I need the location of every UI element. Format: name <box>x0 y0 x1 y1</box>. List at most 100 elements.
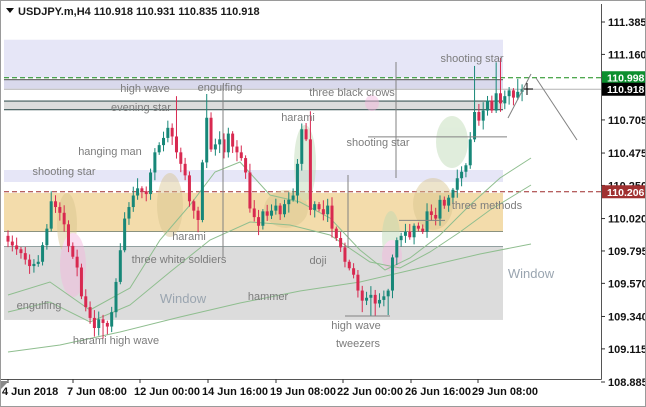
candle-body <box>321 209 325 215</box>
candle <box>140 186 144 199</box>
candle-body <box>265 211 269 216</box>
candle-body <box>360 290 364 301</box>
pattern-label: Window <box>508 266 555 281</box>
candle-body <box>343 247 347 262</box>
candle <box>28 254 32 274</box>
candle-body <box>144 191 148 195</box>
candle-body <box>6 235 10 242</box>
chart-dropdown-icon <box>6 8 14 13</box>
candle <box>360 285 364 313</box>
price-badge-bg <box>602 71 646 85</box>
candle-body <box>447 197 451 206</box>
candle <box>304 123 308 142</box>
candle <box>356 269 360 298</box>
price-badge-label: 110.998 <box>607 73 645 85</box>
candle <box>235 140 239 162</box>
candle <box>412 223 416 245</box>
price-badge-label: 110.918 <box>607 84 645 96</box>
price-tick-label: 109.795 <box>608 246 646 258</box>
candle <box>205 94 209 169</box>
candle-body <box>231 133 235 147</box>
pattern-label: high wave <box>331 320 381 332</box>
candle-body <box>334 228 338 238</box>
candle-body <box>41 245 45 262</box>
candle-body <box>136 188 140 196</box>
candle-body <box>153 152 157 173</box>
candle-body <box>28 259 32 267</box>
price-tick-label: 110.705 <box>608 115 646 127</box>
candle-body <box>162 137 166 146</box>
candle <box>200 159 204 223</box>
time-tick-label: 12 Jun 00:00 <box>134 386 200 398</box>
candle <box>213 138 217 156</box>
candle-body <box>248 172 252 209</box>
pattern-label: three black crows <box>309 87 395 99</box>
candle <box>399 232 403 247</box>
candle <box>231 131 235 153</box>
time-tick-label: 4 Jun 2018 <box>2 386 58 398</box>
candle <box>511 88 515 106</box>
candle-body <box>308 139 312 210</box>
candle <box>516 78 520 100</box>
candle-body <box>373 294 377 304</box>
time-tick-label: 22 Jun 00:00 <box>337 386 403 398</box>
forecast-up-line <box>507 73 532 119</box>
candle <box>187 171 191 207</box>
candle <box>326 198 330 222</box>
candle-body <box>486 100 490 111</box>
candle <box>101 314 105 339</box>
candlestick-series <box>6 58 524 339</box>
candle <box>166 120 170 143</box>
candle <box>257 209 261 236</box>
candle-body <box>382 296 386 300</box>
candle-body <box>395 240 399 258</box>
candle <box>71 242 75 259</box>
candle <box>218 131 222 154</box>
candle-body <box>79 267 83 297</box>
candle <box>183 157 187 181</box>
candle <box>473 65 477 143</box>
candle <box>174 96 178 159</box>
candle <box>209 112 213 152</box>
candle-body <box>300 129 304 164</box>
candle <box>300 123 304 171</box>
candle-body <box>278 205 282 215</box>
candle <box>114 278 118 318</box>
axes-layer[interactable]: 111.385111.160110.705110.475110.250110.0… <box>0 4 646 398</box>
pattern-label: tweezers <box>336 338 381 350</box>
candle-body <box>218 139 222 145</box>
candle-body <box>36 261 40 264</box>
price-badge: 110.206 <box>602 185 646 199</box>
time-tick-label: 7 Jun 08:00 <box>67 386 127 398</box>
candle <box>365 291 369 306</box>
candle <box>19 246 23 259</box>
candle-body <box>429 211 433 215</box>
candle-body <box>274 205 278 211</box>
price-tick-label: 109.570 <box>608 278 646 290</box>
candle-body <box>369 294 373 298</box>
candle-body <box>105 322 109 327</box>
candle <box>494 62 498 113</box>
candle-body <box>464 165 468 172</box>
pattern-label: hammer <box>248 291 289 303</box>
candle <box>45 224 49 250</box>
pattern-labels-layer: high wave engulfing evening star three blac… <box>17 53 555 350</box>
mid-lavender-band <box>4 170 503 182</box>
candle-body <box>84 296 88 308</box>
candle-body <box>477 112 481 121</box>
candle <box>347 259 351 271</box>
candle <box>127 202 131 225</box>
candle-body <box>352 268 356 275</box>
candle-body <box>365 297 369 301</box>
candle <box>110 306 114 333</box>
pattern-highlight-ellipse <box>60 233 86 297</box>
price-tick-label: 109.340 <box>608 311 646 323</box>
candle <box>123 212 127 253</box>
candle <box>378 293 382 308</box>
candle-body <box>460 171 464 179</box>
candle-body <box>412 225 416 238</box>
candle-body <box>317 204 321 210</box>
candle <box>54 195 58 213</box>
candle-body <box>92 317 96 328</box>
